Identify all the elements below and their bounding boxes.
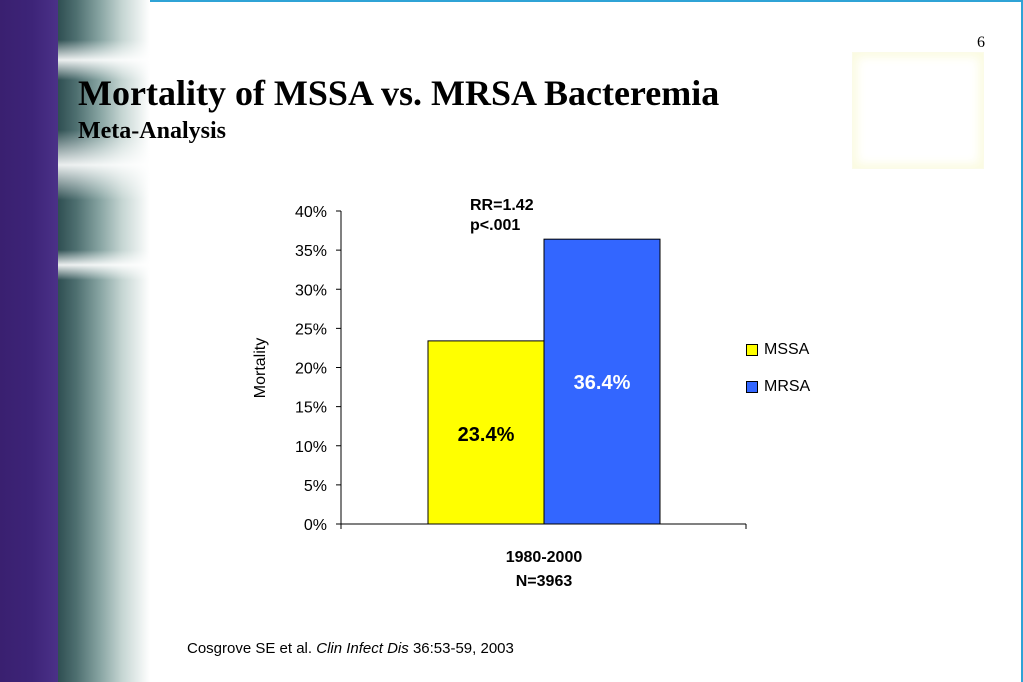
y-tick-label: 10%: [295, 439, 327, 456]
legend-swatch-mrsa: [746, 381, 758, 393]
slide-title: Mortality of MSSA vs. MRSA Bacteremia: [78, 73, 720, 113]
citation-authors: Cosgrove SE et al.: [187, 640, 313, 657]
bar-mrsa: [543, 238, 661, 525]
corner-decoration: [852, 52, 984, 169]
y-tick-label: 0%: [304, 517, 327, 534]
y-tick-label: 30%: [295, 282, 327, 299]
slide-number: 6: [977, 34, 985, 51]
y-axis-label: Mortality: [252, 338, 269, 398]
citation-ref: 36:53-59, 2003: [412, 640, 514, 657]
slide-subtitle: Meta-Analysis: [78, 118, 226, 144]
chart-annotation: RR=1.42 p<.001: [470, 196, 534, 236]
y-tick-label: 5%: [304, 478, 327, 495]
legend-label-mssa: MSSA: [764, 341, 810, 358]
citation: Cosgrove SE et al. Clin Infect Dis 36:53…: [187, 640, 514, 657]
y-tick-label: 25%: [295, 321, 327, 338]
annotation-rr: RR=1.42: [470, 197, 534, 214]
y-tick-label: 35%: [295, 243, 327, 260]
x-category-label: 1980-2000: [506, 549, 583, 566]
annotation-p: p<.001: [470, 217, 521, 234]
citation-journal: Clin Infect Dis: [316, 640, 409, 657]
right-border: [1021, 0, 1023, 682]
bar-mssa: [427, 340, 545, 525]
legend-item-mssa: MSSA: [746, 341, 809, 359]
data-label-mssa: 23.4%: [458, 424, 515, 446]
data-label-mrsa: 36.4%: [574, 372, 631, 394]
legend-label-mrsa: MRSA: [764, 378, 811, 395]
x-category-label: N=3963: [516, 573, 573, 590]
left-green-band: [58, 0, 150, 682]
legend-item-mrsa: MRSA: [746, 378, 810, 396]
y-tick-label: 20%: [295, 361, 327, 378]
top-border: [0, 0, 1023, 2]
left-purple-band: [0, 0, 58, 682]
y-tick-label: 40%: [295, 204, 327, 221]
legend-swatch-mssa: [746, 344, 758, 356]
y-tick-label: 15%: [295, 400, 327, 417]
